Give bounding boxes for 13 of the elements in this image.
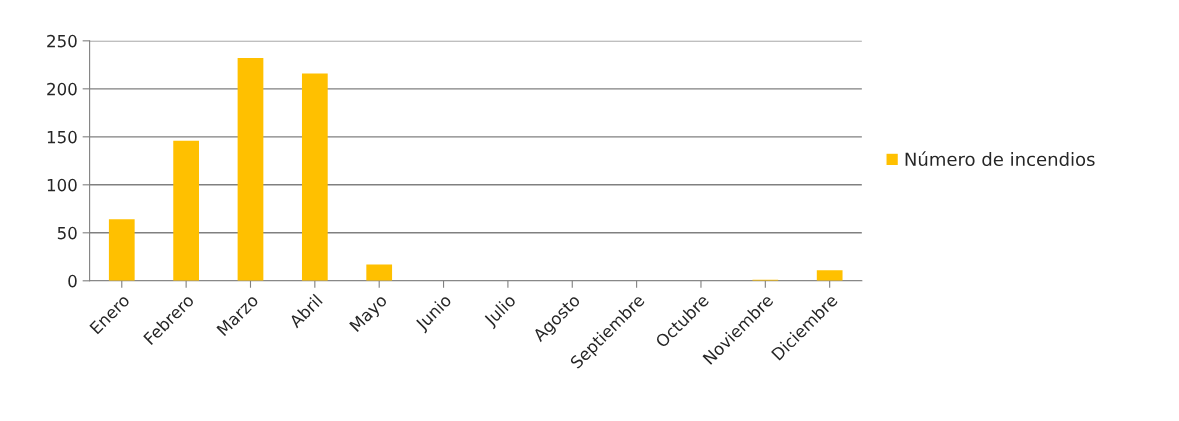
bar <box>366 264 393 281</box>
bar <box>301 73 328 281</box>
y-tick-label: 150 <box>47 130 77 144</box>
y-tick-label: 200 <box>47 82 77 96</box>
y-tick-label: 100 <box>47 178 77 192</box>
legend-label: Número de incendios <box>905 151 1095 167</box>
y-tick-label: 0 <box>68 274 77 288</box>
bar <box>108 219 135 281</box>
bar <box>173 140 200 281</box>
bar <box>237 58 264 281</box>
bar <box>816 270 843 281</box>
y-tick-label: 250 <box>47 34 77 48</box>
y-tick-label: 50 <box>57 226 77 240</box>
